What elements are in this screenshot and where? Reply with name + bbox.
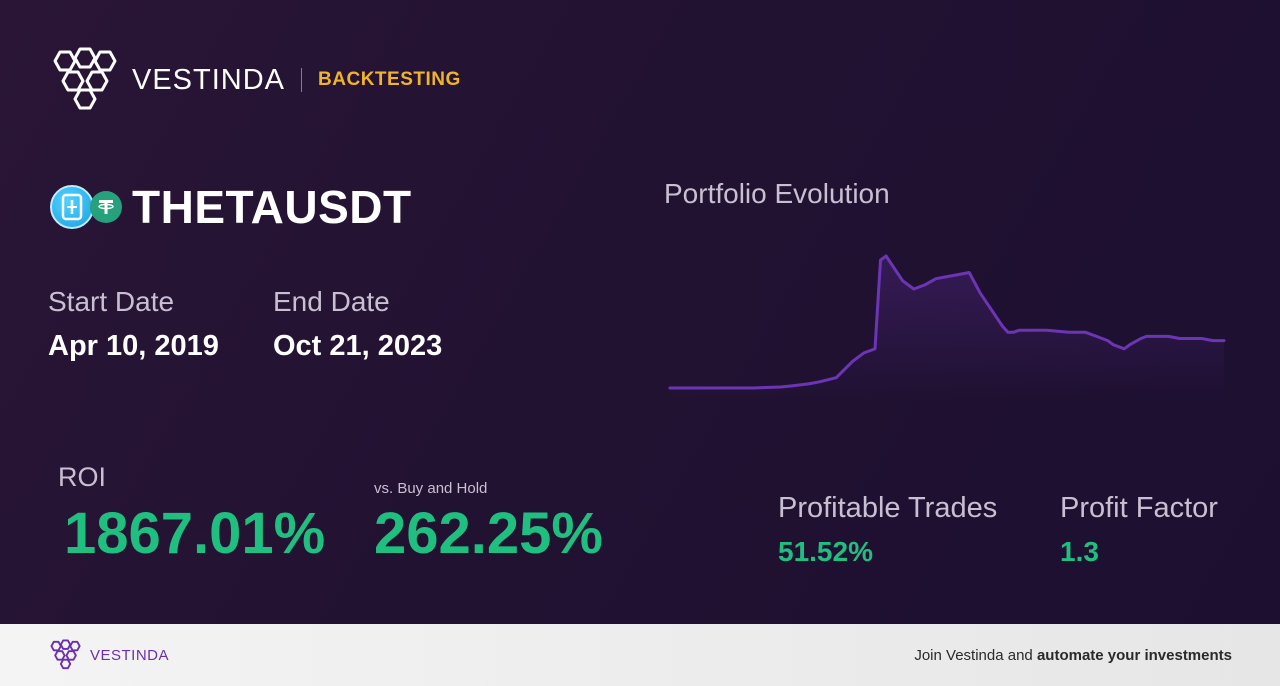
header-divider xyxy=(301,68,303,92)
brand-name: VESTINDA xyxy=(132,63,286,96)
end-date-label: End Date xyxy=(273,286,390,317)
profit-factor-label: Profit Factor xyxy=(1060,492,1218,524)
pair-name: THETAUSDT xyxy=(132,181,412,233)
chart-series-line xyxy=(668,254,1226,390)
footer: VESTINDA Join Vestinda and automate your… xyxy=(0,624,1280,686)
buy-hold-value: 262.25% xyxy=(374,501,603,566)
start-date: Start Date Apr 10, 2019 xyxy=(48,286,219,363)
chart-area-fill xyxy=(670,256,1224,400)
section-label: BACKTESTING xyxy=(318,69,461,90)
footer-cta[interactable]: Join Vestinda and automate your investme… xyxy=(914,647,1232,664)
end-date: End Date Oct 21, 2023 xyxy=(273,286,442,363)
footer-cta-bold: automate your investments xyxy=(1036,646,1232,664)
vestinda-logo-icon xyxy=(53,47,117,110)
backtest-card: VESTINDA BACKTESTING THETAUSDT Start Dat… xyxy=(0,0,1280,624)
buy-hold-label: vs. Buy and Hold xyxy=(374,480,488,497)
trading-pair: THETAUSDT xyxy=(50,180,412,234)
portfolio-evolution-chart xyxy=(668,254,1226,400)
theta-coin-icon xyxy=(50,185,94,229)
vestinda-logo-icon xyxy=(50,639,81,670)
chart-title: Portfolio Evolution xyxy=(664,178,890,209)
header: VESTINDA BACKTESTING xyxy=(48,46,461,114)
start-date-value: Apr 10, 2019 xyxy=(48,330,219,362)
tether-coin-icon xyxy=(90,191,122,223)
roi-value: 1867.01% xyxy=(64,501,326,566)
profitable-trades-label: Profitable Trades xyxy=(778,492,998,524)
end-date-value: Oct 21, 2023 xyxy=(273,330,443,362)
profitable-trades-value: 51.52% xyxy=(778,536,873,567)
profit-factor-value: 1.3 xyxy=(1060,536,1099,567)
roi-label: ROI xyxy=(58,462,107,492)
footer-brand[interactable]: VESTINDA xyxy=(48,639,169,671)
footer-brand-name: VESTINDA xyxy=(90,646,170,664)
footer-cta-prefix: Join Vestinda and xyxy=(914,646,1033,664)
start-date-label: Start Date xyxy=(48,286,175,317)
